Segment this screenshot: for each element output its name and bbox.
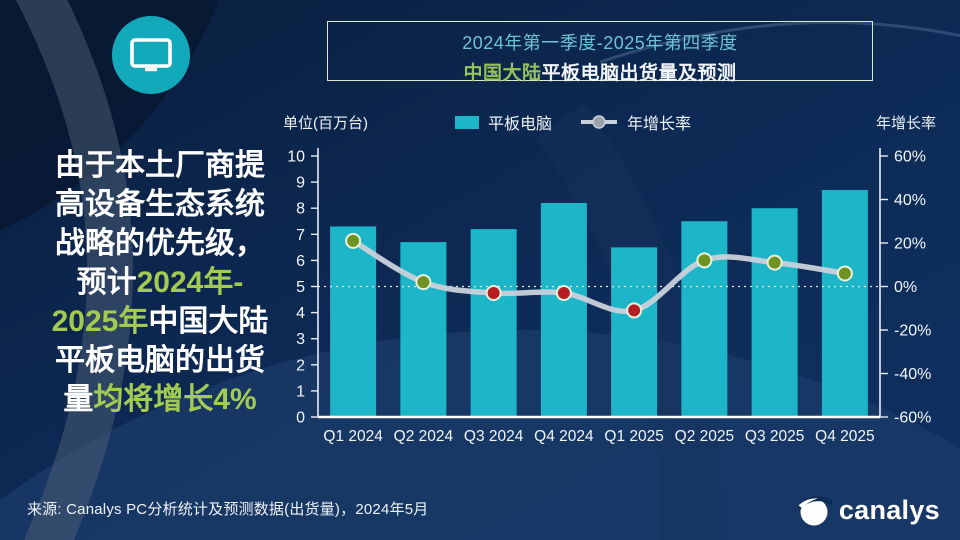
line-legend-marker-icon bbox=[581, 115, 618, 129]
svg-text:40%: 40% bbox=[894, 192, 926, 209]
canalys-logo-text: canalys bbox=[838, 494, 940, 525]
headline-line: 战略的优先级， bbox=[55, 227, 265, 260]
tablet-icon bbox=[130, 38, 172, 72]
bar-legend-swatch-icon bbox=[455, 115, 479, 129]
svg-text:Q2 2024: Q2 2024 bbox=[394, 428, 454, 445]
shipment-chart: 0 1 2 3 4 5 6 7 8 9 10 -60% -40% -20% 0% 20% 40% 60% Q1 20… bbox=[287, 148, 931, 445]
svg-text:Q2 2025: Q2 2025 bbox=[675, 428, 734, 445]
title-box: 2024年第一季度-2025年第四季度 中国大陆平板电脑出货量及预测 bbox=[327, 21, 873, 84]
svg-text:60%: 60% bbox=[894, 149, 926, 166]
headline-line: 由于本土厂商提 bbox=[55, 149, 265, 182]
svg-text:5: 5 bbox=[296, 279, 305, 296]
svg-text:20%: 20% bbox=[894, 236, 926, 253]
svg-text:7: 7 bbox=[296, 227, 305, 244]
svg-text:Q4 2025: Q4 2025 bbox=[815, 428, 874, 445]
svg-text:10: 10 bbox=[287, 149, 305, 166]
svg-text:Q3 2024: Q3 2024 bbox=[464, 428, 524, 445]
svg-text:6: 6 bbox=[296, 253, 305, 270]
headline-line: 平板电脑的出货 bbox=[55, 344, 265, 377]
title-region-highlight: 中国大陆 bbox=[463, 63, 542, 84]
svg-text:1: 1 bbox=[296, 383, 305, 400]
svg-text:-60%: -60% bbox=[894, 410, 931, 427]
headline-line: 量均将增长4% bbox=[63, 383, 257, 416]
svg-text:3: 3 bbox=[296, 331, 305, 348]
bar-legend-label: 平板电脑 bbox=[488, 116, 553, 133]
svg-text:9: 9 bbox=[296, 175, 305, 192]
tablet-badge bbox=[112, 16, 190, 94]
source-note: 来源: Canalys PC分析统计及预测数据(出货量)，2024年5月 bbox=[27, 501, 429, 518]
headline: 由于本土厂商提 高设备生态系统 战略的优先级， 预计2024年- 2025年中国大陆 平板… bbox=[24, 146, 296, 419]
svg-text:2: 2 bbox=[296, 357, 305, 374]
headline-line: 预计2024年- bbox=[76, 266, 244, 299]
svg-text:-20%: -20% bbox=[894, 323, 931, 340]
right-axis-label: 年增长率 bbox=[875, 115, 936, 132]
svg-text:Q1 2025: Q1 2025 bbox=[604, 428, 663, 445]
svg-text:0%: 0% bbox=[894, 279, 917, 296]
svg-text:0: 0 bbox=[296, 410, 305, 427]
chart-legend: 平板电脑 年增长率 bbox=[455, 110, 691, 134]
title-main: 中国大陆平板电脑出货量及预测 bbox=[328, 58, 872, 85]
canalys-mark-icon bbox=[796, 496, 832, 526]
line-legend-label: 年增长率 bbox=[627, 116, 692, 133]
headline-line: 高设备生态系统 bbox=[55, 188, 265, 221]
title-main-rest: 平板电脑出货量及预测 bbox=[541, 63, 737, 84]
headline-line: 2025年中国大陆 bbox=[51, 305, 269, 338]
svg-text:Q3 2025: Q3 2025 bbox=[745, 428, 804, 445]
svg-text:4: 4 bbox=[296, 305, 305, 322]
svg-text:-40%: -40% bbox=[894, 366, 931, 383]
svg-text:Q4 2024: Q4 2024 bbox=[534, 428, 594, 445]
canalys-logo: canalys bbox=[796, 492, 940, 528]
title-period: 2024年第一季度-2025年第四季度 bbox=[462, 33, 738, 53]
unit-label: 单位(百万台) bbox=[283, 115, 368, 132]
svg-text:Q1 2024: Q1 2024 bbox=[323, 428, 383, 445]
svg-text:8: 8 bbox=[296, 201, 305, 218]
